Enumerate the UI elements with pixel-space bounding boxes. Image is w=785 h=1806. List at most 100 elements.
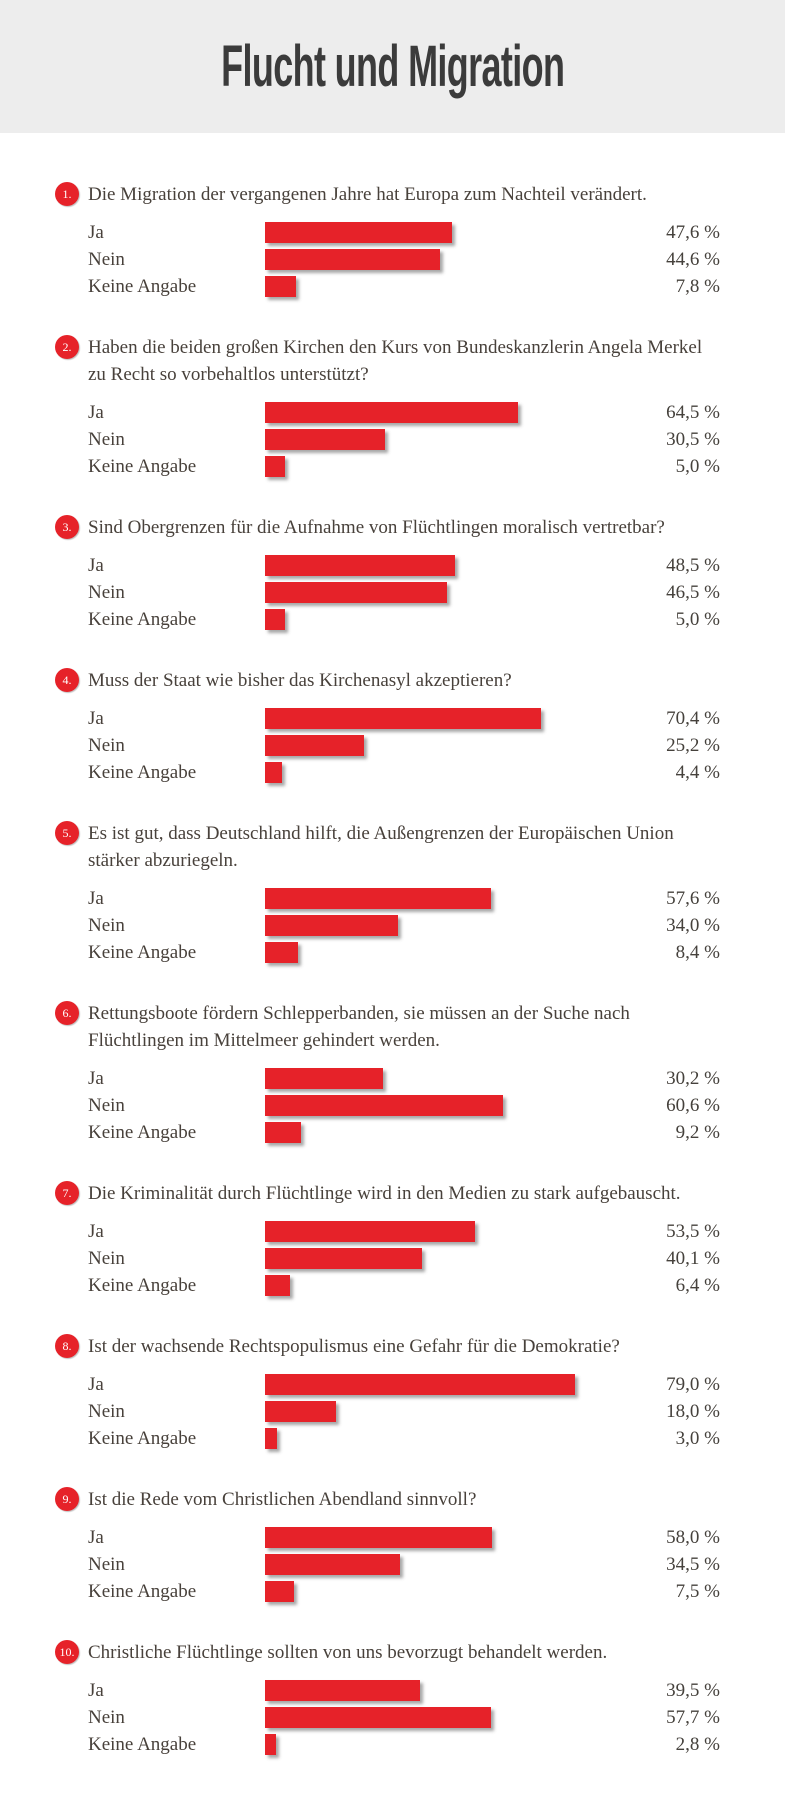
- percent-value: 30,5 %: [666, 428, 720, 450]
- answer-row: Nein 34,5 %: [88, 1551, 720, 1578]
- percent-value: 34,0 %: [666, 914, 720, 936]
- question-number-badge: 8.: [55, 1334, 79, 1358]
- bar-area: [265, 915, 628, 936]
- bar-area: [265, 1374, 628, 1395]
- question-number: 10.: [59, 1644, 75, 1659]
- answer-label: Ja: [88, 1220, 104, 1242]
- question-number-badge: 10.: [55, 1640, 79, 1664]
- bar-area: [265, 1095, 628, 1116]
- percent-value: 18,0 %: [666, 1400, 720, 1422]
- answer-bar: [265, 1275, 291, 1296]
- question-block: 5. Es ist gut, dass Deutschland hilft, d…: [55, 820, 720, 966]
- answer-label: Ja: [88, 554, 104, 576]
- bar-area: [265, 249, 628, 270]
- percent-value: 79,0 %: [666, 1373, 720, 1395]
- bar-area: [265, 429, 628, 450]
- question-number: 8.: [62, 1338, 72, 1353]
- percent-value: 5,0 %: [675, 455, 720, 477]
- header-banner: Flucht und Migration: [0, 0, 785, 133]
- answer-row: Keine Angabe 7,5 %: [88, 1578, 720, 1605]
- percent-value: 25,2 %: [666, 734, 720, 756]
- answer-bar: [265, 915, 399, 936]
- bar-area: [265, 1122, 628, 1143]
- answer-bar: [265, 1428, 277, 1449]
- question-text: Haben die beiden großen Kirchen den Kurs…: [88, 337, 703, 385]
- percent-value: 34,5 %: [666, 1553, 720, 1575]
- answer-label: Nein: [88, 1706, 125, 1728]
- answer-row: Ja 30,2 %: [88, 1065, 720, 1092]
- answer-row: Keine Angabe 9,2 %: [88, 1119, 720, 1146]
- answer-label: Nein: [88, 428, 125, 450]
- question-block: 10. Christliche Flüchtlinge sollten von …: [55, 1639, 720, 1758]
- bar-area: [265, 582, 628, 603]
- answer-bar: [265, 888, 491, 909]
- answer-rows: Ja 57,6 % Nein 34,0 % Keine Angabe 8,4 %: [88, 885, 720, 966]
- page-title: Flucht und Migration: [220, 34, 565, 99]
- percent-value: 7,5 %: [675, 1580, 720, 1602]
- question-block: 3. Sind Obergrenzen für die Aufnahme von…: [55, 514, 720, 633]
- question-number: 4.: [62, 672, 72, 687]
- answer-bar: [265, 942, 298, 963]
- question-number: 3.: [62, 519, 72, 534]
- answer-label: Nein: [88, 1553, 125, 1575]
- question-text: Christliche Flüchtlinge sollten von uns …: [88, 1642, 608, 1663]
- answer-label: Ja: [88, 221, 104, 243]
- bar-area: [265, 888, 628, 909]
- bar-area: [265, 762, 628, 783]
- question-number-badge: 3.: [55, 515, 79, 539]
- question-number-badge: 1.: [55, 182, 79, 206]
- percent-value: 2,8 %: [675, 1733, 720, 1755]
- percent-value: 6,4 %: [675, 1274, 720, 1296]
- percent-value: 7,8 %: [675, 275, 720, 297]
- answer-row: Nein 44,6 %: [88, 246, 720, 273]
- answer-label: Ja: [88, 1679, 104, 1701]
- answer-bar: [265, 1734, 276, 1755]
- bar-area: [265, 1527, 628, 1548]
- answer-bar: [265, 762, 283, 783]
- answer-label: Keine Angabe: [88, 1580, 197, 1602]
- answer-label: Keine Angabe: [88, 761, 197, 783]
- answer-row: Ja 39,5 %: [88, 1677, 720, 1704]
- bar-area: [265, 1248, 628, 1269]
- answer-bar: [265, 708, 541, 729]
- answer-label: Ja: [88, 887, 104, 909]
- answer-row: Keine Angabe 5,0 %: [88, 606, 720, 633]
- answer-row: Nein 60,6 %: [88, 1092, 720, 1119]
- percent-value: 40,1 %: [666, 1247, 720, 1269]
- question-block: 6. Rettungsboote fördern Schlepperbanden…: [55, 1000, 720, 1146]
- answer-label: Keine Angabe: [88, 608, 197, 630]
- percent-value: 5,0 %: [675, 608, 720, 630]
- question-block: 8. Ist der wachsende Rechtspopulismus ei…: [55, 1333, 720, 1452]
- question-number-badge: 5.: [55, 821, 79, 845]
- percent-value: 46,5 %: [666, 581, 720, 603]
- answer-bar: [265, 1707, 492, 1728]
- answer-bar: [265, 1068, 384, 1089]
- question-number-badge: 6.: [55, 1001, 79, 1025]
- answer-row: Keine Angabe 8,4 %: [88, 939, 720, 966]
- answer-bar: [265, 1122, 302, 1143]
- answer-row: Nein 25,2 %: [88, 732, 720, 759]
- answer-row: Ja 64,5 %: [88, 399, 720, 426]
- answer-label: Ja: [88, 1373, 104, 1395]
- answer-label: Nein: [88, 1247, 125, 1269]
- question-number: 6.: [62, 1005, 72, 1020]
- answer-bar: [265, 1401, 336, 1422]
- answer-label: Keine Angabe: [88, 1427, 197, 1449]
- question-number-badge: 2.: [55, 335, 79, 359]
- answer-row: Keine Angabe 7,8 %: [88, 273, 720, 300]
- question-text: Rettungsboote fördern Schlepperbanden, s…: [88, 1003, 630, 1051]
- percent-value: 57,6 %: [666, 887, 720, 909]
- question-text: Ist der wachsende Rechtspopulismus eine …: [88, 1336, 620, 1357]
- answer-row: Nein 34,0 %: [88, 912, 720, 939]
- answer-bar: [265, 402, 518, 423]
- percent-value: 47,6 %: [666, 221, 720, 243]
- bar-area: [265, 609, 628, 630]
- answer-bar: [265, 1095, 503, 1116]
- answer-row: Keine Angabe 4,4 %: [88, 759, 720, 786]
- question-number: 1.: [62, 186, 72, 201]
- answer-row: Keine Angabe 2,8 %: [88, 1731, 720, 1758]
- bar-area: [265, 735, 628, 756]
- answer-label: Nein: [88, 734, 125, 756]
- question-text: Muss der Staat wie bisher das Kirchenasy…: [88, 670, 512, 691]
- answer-bar: [265, 582, 448, 603]
